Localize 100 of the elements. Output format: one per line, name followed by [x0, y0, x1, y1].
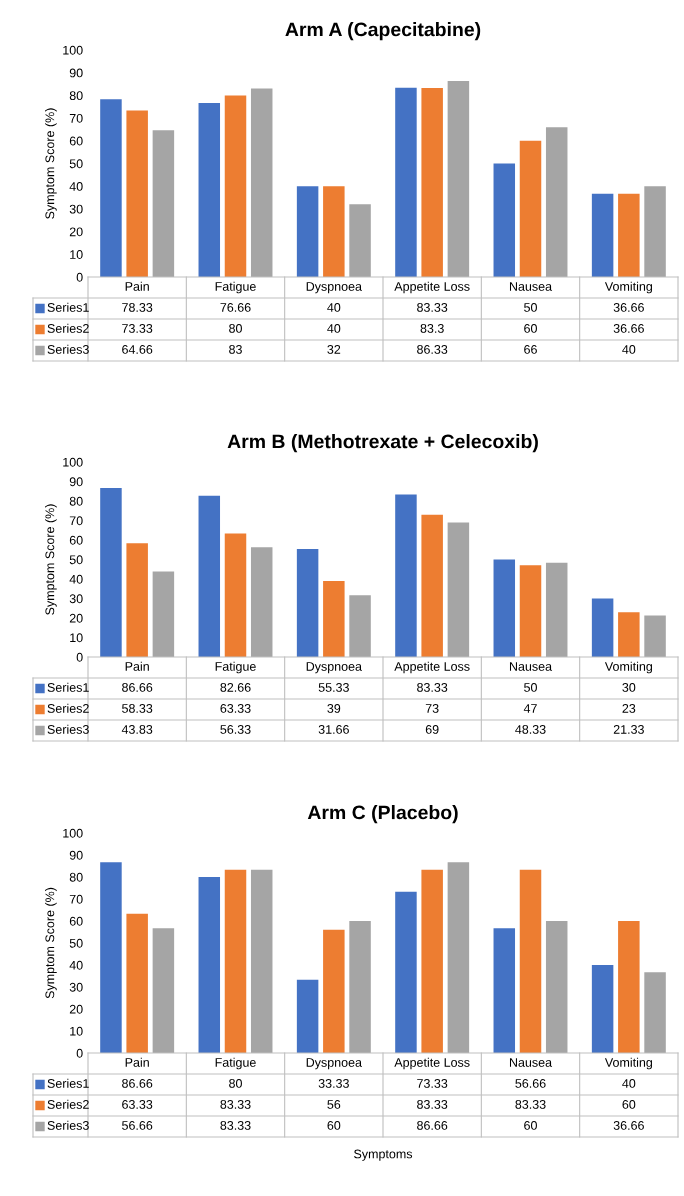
data-label: 76.66: [220, 303, 251, 312]
bar: [349, 595, 371, 657]
y-tick-label: 90: [69, 477, 83, 487]
data-label: 83.33: [220, 1100, 251, 1109]
bar: [323, 580, 345, 657]
legend-label: Series1: [47, 682, 89, 692]
data-label: 36.66: [613, 324, 644, 333]
x-tick-label: Dyspnoea: [306, 1058, 362, 1070]
data-label: 66: [524, 345, 537, 354]
y-tick-label: 90: [69, 68, 83, 78]
data-label: 43.83: [121, 725, 153, 734]
data-label: 56.66: [122, 1121, 153, 1130]
bar: [591, 193, 614, 277]
x-axis-title: Symptoms: [354, 1149, 413, 1161]
bar: [447, 81, 470, 277]
x-tick-label: Nausea: [509, 282, 553, 291]
y-tick-label: 40: [69, 960, 83, 970]
bar: [545, 562, 568, 657]
data-label: 40: [622, 345, 636, 354]
data-label: 56.33: [220, 725, 251, 734]
bar: [644, 615, 666, 657]
data-label: 50: [524, 683, 537, 692]
data-label: 64.66: [122, 345, 153, 354]
data-label: 73.33: [417, 1079, 448, 1088]
y-tick-label: 70: [69, 894, 83, 904]
bar: [545, 921, 568, 1053]
data-label: 83.33: [417, 683, 448, 692]
bar: [493, 928, 516, 1053]
legend-label: Series3: [47, 344, 89, 354]
y-tick-label: 10: [70, 633, 83, 643]
bar: [493, 163, 516, 277]
bar: [250, 88, 273, 277]
bar: [100, 488, 122, 657]
bar: [618, 612, 640, 657]
y-tick-label: 20: [69, 613, 83, 623]
data-label: 63.33: [122, 1100, 153, 1109]
y-tick-label: 100: [63, 45, 83, 55]
x-tick-label: Nausea: [509, 1058, 553, 1067]
legend-label: Series3: [47, 1120, 89, 1130]
data-label: 83.33: [220, 1121, 251, 1130]
bar: [296, 186, 319, 277]
bar: [349, 204, 371, 277]
bar: [519, 565, 542, 657]
bar: [224, 869, 247, 1053]
legend-label: Series1: [47, 302, 89, 312]
bar: [447, 862, 470, 1053]
chart-title: Arm B (Methotrexate + Celecoxib): [227, 434, 538, 453]
legend-label: Series2: [47, 703, 89, 713]
x-tick-label: Pain: [125, 1057, 149, 1067]
y-tick-label: 40: [69, 574, 83, 584]
data-label: 86.66: [417, 1121, 448, 1130]
y-tick-label: 80: [69, 91, 83, 101]
y-tick-label: 60: [69, 535, 83, 545]
bar: [152, 928, 175, 1053]
data-label: 60: [327, 1121, 341, 1130]
y-tick-label: 40: [69, 182, 83, 191]
y-tick-label: 50: [69, 159, 83, 169]
data-label: 83.33: [417, 1100, 448, 1109]
data-label: 33.33: [318, 1079, 349, 1088]
data-label: 21.33: [613, 725, 644, 734]
bar: [591, 598, 614, 657]
y-tick-label: 30: [69, 594, 83, 604]
data-label: 60: [524, 1121, 537, 1130]
chart-title: Arm C (Placebo): [307, 805, 458, 824]
bar: [126, 913, 148, 1053]
y-axis-title: Symptom Score (%): [45, 887, 57, 999]
data-label: 73: [425, 704, 439, 713]
data-label: 86.66: [122, 683, 153, 692]
bar: [100, 862, 122, 1053]
data-label: 58.33: [122, 704, 153, 713]
bar: [224, 95, 247, 277]
data-label: 60: [524, 324, 537, 333]
data-label: 80: [229, 324, 242, 333]
data-label: 39: [327, 704, 341, 713]
x-tick-label: Vomiting: [604, 1057, 652, 1070]
data-label: 86.33: [417, 345, 448, 354]
data-label: 80: [229, 1079, 242, 1088]
bar: [152, 130, 175, 277]
y-tick-label: 0: [76, 652, 83, 662]
data-label: 83: [229, 345, 242, 354]
data-label: 23: [622, 704, 636, 713]
y-tick-label: 30: [69, 982, 83, 992]
bar: [519, 869, 542, 1053]
data-label: 40: [327, 303, 341, 312]
bar: [591, 965, 614, 1053]
x-tick-label: Appetite Loss: [394, 1057, 470, 1070]
bar: [421, 514, 443, 657]
data-label: 83.33: [417, 303, 448, 312]
data-label: 40: [327, 324, 341, 333]
bar: [323, 186, 345, 277]
bar: [198, 102, 221, 277]
bar: [296, 979, 319, 1053]
bar: [296, 549, 319, 657]
y-tick-label: 100: [63, 457, 83, 467]
y-tick-label: 60: [69, 136, 83, 146]
data-label: 47: [523, 704, 537, 713]
legend-label: Series1: [47, 1078, 89, 1088]
data-label: 32: [327, 345, 341, 354]
bar: [395, 891, 417, 1053]
legend-label: Series2: [47, 323, 89, 333]
